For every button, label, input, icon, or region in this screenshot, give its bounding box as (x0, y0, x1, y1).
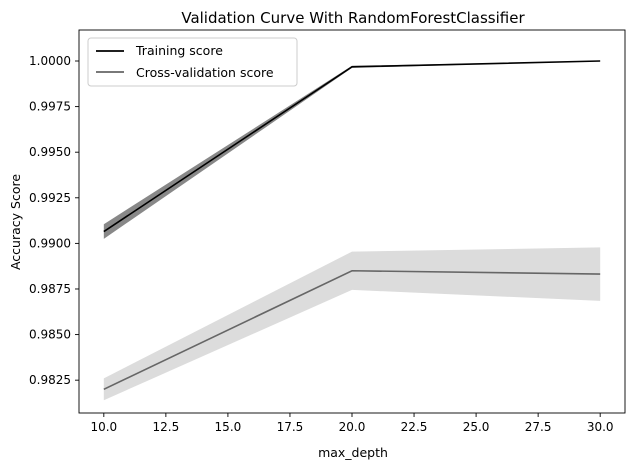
y-tick-label: 0.9850 (29, 328, 71, 342)
line-series-1 (103, 269, 601, 391)
legend: Training score Cross-validation score (87, 37, 298, 87)
band-series-0 (103, 61, 601, 239)
x-axis: 10.0 12.5 15.0 17.5 20.0 22.5 25.0 27.5 30.0 (90, 413, 614, 434)
band-series-1 (103, 247, 601, 401)
legend-box (87, 37, 298, 87)
y-axis: 0.9825 0.9850 0.9875 0.9900 0.9925 0.9950 0.99… (29, 54, 79, 387)
legend-label-cross-validation: Cross-validation score (136, 65, 274, 80)
x-tick-label: 27.5 (525, 420, 552, 434)
y-tick-label: 0.9875 (29, 282, 71, 296)
y-tick-label: 0.9925 (29, 191, 71, 205)
x-tick-label: 25.0 (463, 420, 490, 434)
y-tick-label: 0.9950 (29, 145, 71, 159)
x-tick-label: 15.0 (215, 420, 242, 434)
y-tick-label: 0.9825 (29, 373, 71, 387)
y-tick-label: 0.9900 (29, 236, 71, 250)
x-tick-label: 30.0 (587, 420, 614, 434)
x-tick-label: 12.5 (153, 420, 180, 434)
y-axis-label: Accuracy Score (8, 174, 23, 270)
series-lines (103, 60, 601, 391)
line-series-0 (103, 60, 601, 233)
x-tick-label: 17.5 (277, 420, 304, 434)
confidence-bands (103, 61, 601, 401)
x-tick-label: 22.5 (401, 420, 428, 434)
x-tick-label: 10.0 (90, 420, 117, 434)
x-tick-label: 20.0 (339, 420, 366, 434)
y-tick-label: 1.0000 (29, 54, 71, 68)
legend-label-training: Training score (135, 43, 223, 58)
chart-title: Validation Curve With RandomForestClassi… (181, 9, 525, 27)
y-tick-label: 0.9975 (29, 100, 71, 114)
x-axis-label: max_depth (318, 445, 388, 460)
